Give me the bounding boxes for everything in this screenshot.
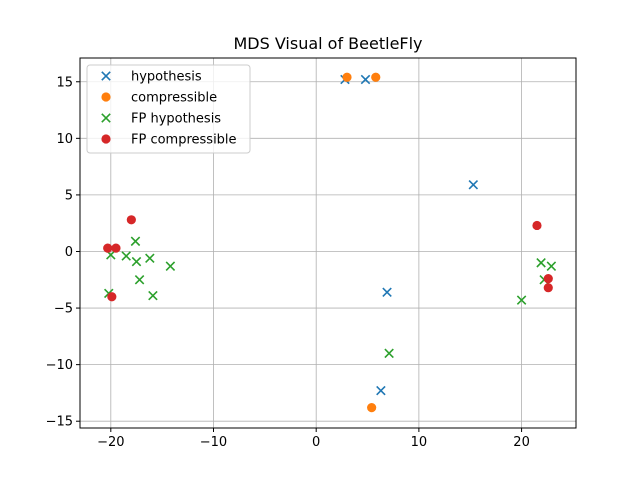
legend-marker-compressible [101,92,111,102]
hypothesis-point [376,385,386,396]
hypothesis-point [382,287,392,297]
legend: hypothesis compressible FP hypothesis FP co… [86,64,251,154]
fp-compressible-point [543,283,553,293]
chart-title: MDS Visual of BeetleFly [233,34,422,53]
y-tick-label: −10 [46,358,73,373]
legend-label-fp-hypothesis: FP hypothesis [131,112,221,127]
fp-hypothesis-point [546,261,557,271]
fp-hypothesis-point [148,290,158,301]
fp-compressible-point [532,220,542,231]
x-tick-label: 10 [411,435,428,450]
y-tick-label: 5 [65,188,73,203]
fp-hypothesis-point [536,258,546,268]
fp-hypothesis-point [130,236,141,247]
ticks-layer: −20 −10 0 10 20 −15 −10 −5 0 5 10 15 [46,75,530,450]
y-tick-label: −15 [46,415,73,430]
compressible-point [367,403,377,413]
fp-hypothesis-point [121,251,131,261]
grid-layer [80,58,576,428]
legend-marker-fp-hypothesis [101,113,111,123]
legend-marker-fp-compressible [101,134,111,144]
legend-label-compressible: compressible [131,91,217,106]
fp-compressible-point [103,243,113,253]
legend-marker-hypothesis [101,71,111,81]
legend-label-hypothesis: hypothesis [131,70,202,85]
fp-hypothesis-point [145,253,155,264]
fp-hypothesis-point [516,295,527,305]
fp-hypothesis-point [384,348,394,359]
fp-hypothesis-point [134,275,145,285]
legend-box [86,64,251,154]
fp-compressible-point [111,243,121,253]
fp-hypothesis-point [131,256,142,267]
y-tick-label: 0 [65,245,73,260]
plot-frame [79,57,577,429]
x-tick-label: 0 [312,435,320,450]
hypothesis-point [360,74,371,85]
x-tick-label: −10 [200,435,227,450]
y-tick-label: 10 [56,132,73,147]
fp-hypothesis-point [165,261,176,271]
legend-label-fp-compressible: FP compressible [131,133,237,148]
points-layer [103,72,557,413]
x-tick-label: −20 [97,435,124,450]
compressible-point [371,72,381,82]
x-tick-label: 20 [513,435,530,450]
fp-compressible-point [543,274,553,284]
fp-compressible-point [107,292,117,302]
y-tick-label: −5 [54,302,73,317]
fp-compressible-point [126,215,136,225]
compressible-point [342,72,352,82]
y-tick-label: 15 [56,75,73,90]
hypothesis-point [468,179,479,190]
